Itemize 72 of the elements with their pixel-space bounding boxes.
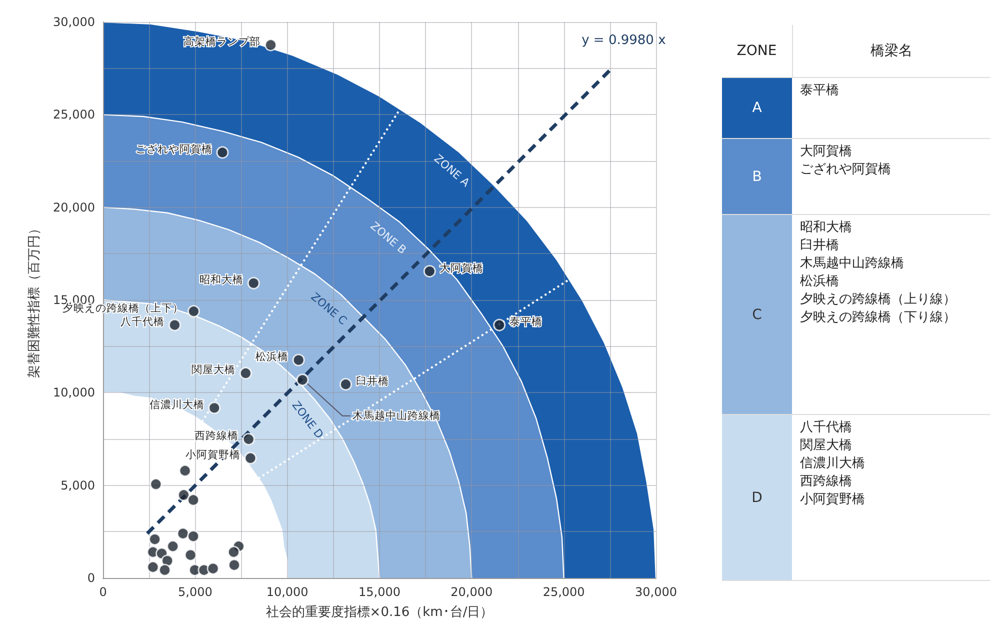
annotation: 八千代橋 (120, 315, 165, 328)
text: 西跨線橋 (800, 474, 852, 489)
text: 小阿賀野橋 (800, 492, 865, 507)
point (158, 564, 171, 576)
text: y = 0.9980 x (582, 32, 666, 48)
annotation: 泰平橋 (509, 316, 542, 328)
point (168, 318, 181, 332)
point (178, 488, 190, 502)
point (247, 276, 260, 290)
text: 信濃川大橋 (800, 456, 865, 471)
text: ござれや阿賀橋 (800, 162, 891, 177)
text: 大阿賀橋 (800, 144, 852, 159)
point (178, 464, 192, 477)
point (228, 558, 240, 572)
y-tick-label: 0 (87, 571, 95, 585)
x-tick-label: 5,000 (178, 585, 212, 599)
x-tick-label: 25,000 (542, 585, 585, 599)
point (340, 378, 352, 391)
point (208, 402, 221, 414)
x-axis-title: 社会的重要度指標×0.16（km･台/日） (266, 604, 494, 620)
annotation: 関屋大橋 (192, 363, 236, 376)
point (187, 305, 200, 318)
x-tick-label: 15,000 (358, 585, 400, 599)
y-tick-label: 10,000 (53, 386, 95, 400)
point (423, 265, 436, 278)
category-label: ZONE (722, 25, 792, 78)
category-label: D (752, 490, 762, 506)
point (493, 318, 506, 332)
point (146, 560, 160, 574)
annotation: 昭和大橋 (200, 273, 244, 286)
category-label: C (752, 306, 762, 322)
point (264, 38, 277, 52)
point (150, 478, 162, 490)
text: 夕映えの跨線橋（下り線） (800, 310, 956, 325)
point (206, 562, 220, 575)
point (244, 452, 257, 464)
point (176, 527, 190, 540)
text: 八千代橋 (800, 420, 852, 435)
y-tick-label: 25,000 (53, 108, 95, 122)
y-axis-title: 架替困難性指標（百万円） (27, 222, 42, 378)
annotation: ござれや阿賀橋 (135, 143, 212, 156)
annotation: 信濃川大橋 (149, 398, 204, 411)
x-tick-label: 30,000 (635, 585, 677, 599)
point (227, 546, 240, 558)
annotation: 臼井橋 (356, 374, 389, 388)
text: 臼井橋 (800, 238, 839, 253)
point (296, 374, 309, 386)
point (184, 548, 197, 562)
point (166, 540, 180, 553)
x-tick-label: 20,000 (450, 585, 493, 599)
point (187, 494, 200, 506)
text: 昭和大橋 (800, 220, 852, 235)
y-tick-label: 20,000 (53, 200, 95, 214)
y-tick-label: 5,000 (60, 478, 95, 492)
text: 木馬越中山跨線橋 (800, 256, 904, 271)
x-tick-label: 10,000 (266, 585, 308, 599)
category-label: 橋梁名 (792, 25, 990, 78)
annotation: 西跨線橋 (194, 430, 239, 442)
point (239, 366, 252, 380)
text: 泰平橋 (800, 83, 839, 98)
point (216, 146, 229, 159)
point (187, 530, 200, 543)
text: 夕映えの跨線橋（上り線） (800, 292, 956, 307)
point (148, 533, 162, 546)
y-tick-label: 30,000 (53, 15, 95, 29)
category-label: A (752, 100, 762, 116)
category-label: B (752, 168, 762, 184)
point (242, 432, 255, 446)
text: 関屋大橋 (800, 438, 852, 453)
x-tick-label: 0 (99, 585, 107, 599)
text: 松浜橋 (800, 274, 839, 289)
point (292, 354, 305, 366)
